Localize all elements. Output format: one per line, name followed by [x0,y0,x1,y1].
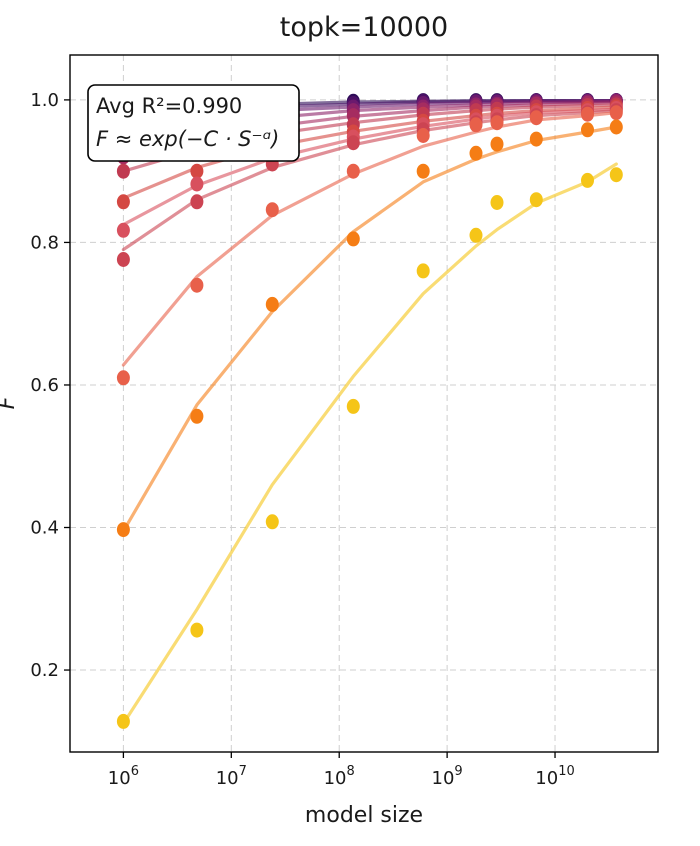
data-point-6-1 [190,163,204,179]
data-point-9-9 [609,105,623,121]
y-tick-label-3: 0.8 [30,232,59,253]
data-point-11-7 [529,192,543,208]
chart-title: topk=10000 [280,12,448,43]
data-point-11-2 [265,514,279,530]
data-point-11-4 [416,263,430,279]
data-point-11-0 [116,713,130,729]
data-point-10-3 [346,231,360,247]
data-point-10-6 [490,136,504,152]
data-point-9-2 [265,202,279,218]
data-point-9-4 [416,128,430,143]
y-axis-label: F [0,396,20,409]
fit-line-9 [121,111,618,367]
x-tick-label-1: 107 [216,764,247,789]
data-point-9-6 [490,115,504,131]
fit-line-11 [121,162,618,726]
x-tick-label-3: 109 [432,764,463,789]
data-point-8-1 [190,194,204,210]
data-point-6-0 [116,194,130,210]
data-point-8-0 [116,252,130,267]
y-tick-label-2: 0.6 [30,375,59,396]
data-point-10-4 [416,163,430,179]
y-tick-label-1: 0.4 [30,518,59,539]
data-point-8-3 [346,135,360,151]
fit-line-8 [121,109,618,252]
data-point-9-8 [581,106,594,122]
data-point-9-1 [190,277,204,293]
annotation-box: Avg R²=0.990 F ≈ exp(−C · S⁻ᵅ) [87,84,300,162]
fit-line-7 [121,107,618,227]
data-point-11-6 [490,195,504,210]
x-tick-label-0: 106 [108,764,139,789]
data-point-11-1 [190,622,204,638]
data-point-9-5 [469,117,483,133]
y-tick-label-4: 1.0 [30,90,59,111]
data-point-10-0 [116,522,130,538]
x-tick-label-2: 108 [324,764,355,789]
x-axis-ticks: 106 107 108 109 1010 [108,752,575,789]
data-point-11-9 [609,167,623,183]
data-point-9-3 [346,163,360,179]
data-point-10-1 [190,408,204,424]
data-point-7-1 [190,176,204,192]
annotation-formula: F ≈ exp(−C · S⁻ᵅ) [96,127,279,151]
grid [70,55,658,752]
axes-frame [69,54,659,753]
y-axis-ticks: 0.2 0.4 0.6 0.8 1.0 [30,90,70,681]
data-point-10-2 [265,296,279,312]
annotation-frame [87,84,300,162]
data-point-10-5 [469,145,483,161]
fit-line-10 [121,125,618,533]
data-point-11-3 [346,398,360,414]
data-point-11-8 [581,172,594,188]
data-point-10-8 [581,122,594,138]
annotation-r2: Avg R²=0.990 [96,94,242,118]
data-point-5-0 [116,163,130,179]
data-point-10-7 [529,131,543,147]
data-point-7-0 [116,222,130,238]
x-tick-label-4: 1010 [535,764,574,789]
data-point-11-5 [469,227,483,243]
data-point-9-0 [116,370,130,386]
data-point-10-9 [609,119,623,135]
data-point-9-7 [529,110,543,126]
x-axis-label: model size [305,803,423,828]
y-tick-label-0: 0.2 [30,660,59,681]
